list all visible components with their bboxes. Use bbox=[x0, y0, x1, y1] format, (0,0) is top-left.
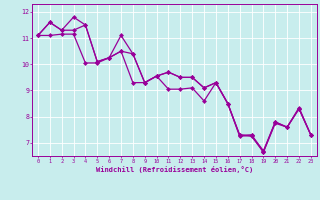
X-axis label: Windchill (Refroidissement éolien,°C): Windchill (Refroidissement éolien,°C) bbox=[96, 166, 253, 173]
